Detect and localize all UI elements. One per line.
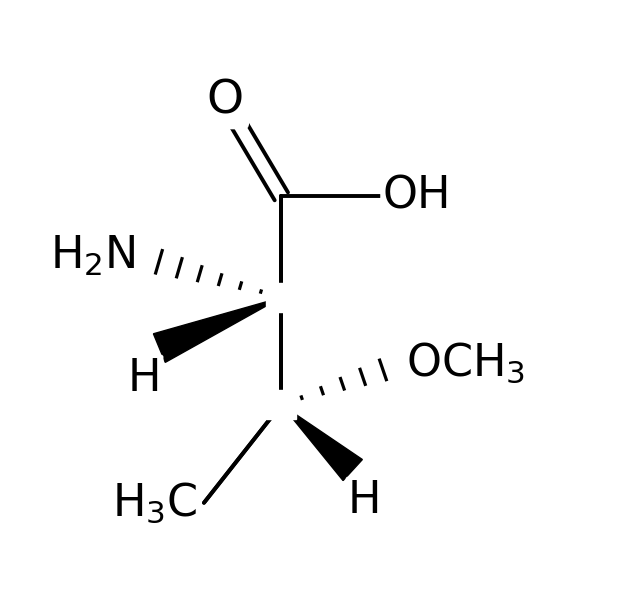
Polygon shape [154, 298, 282, 362]
Bar [266, 390, 296, 419]
Text: H: H [348, 479, 381, 522]
Text: H: H [128, 357, 161, 400]
Text: OCH$_3$: OCH$_3$ [406, 341, 525, 385]
Text: O: O [206, 79, 243, 124]
Text: OH: OH [383, 175, 451, 218]
Polygon shape [282, 405, 362, 481]
Bar [266, 283, 296, 312]
Text: H$_2$N: H$_2$N [50, 234, 136, 278]
Text: H$_3$C: H$_3$C [113, 481, 198, 525]
